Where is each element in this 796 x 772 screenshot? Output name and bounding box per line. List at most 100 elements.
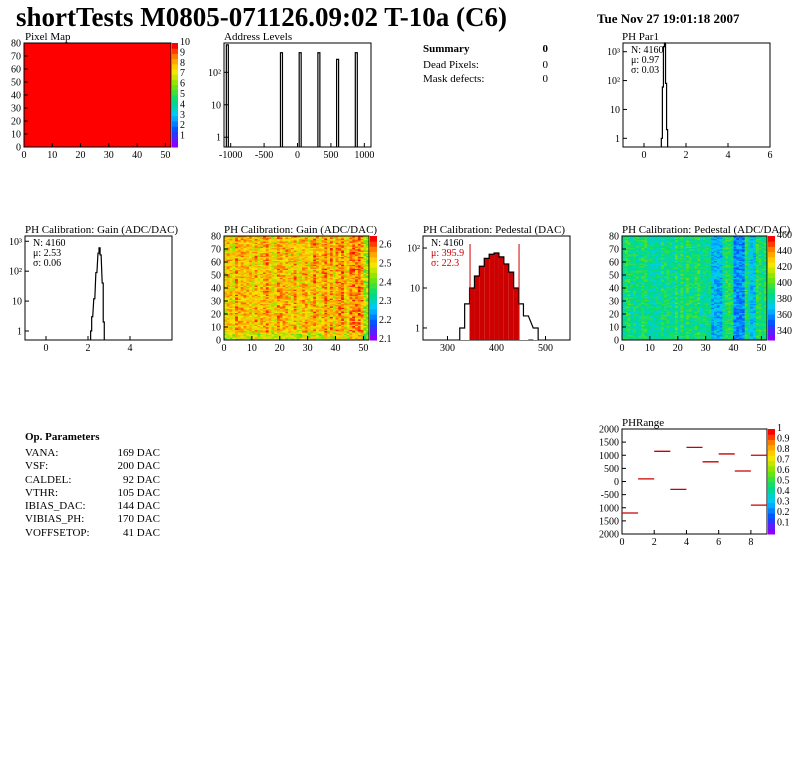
address-peak (298, 52, 302, 147)
colorbar-segment (768, 486, 775, 493)
colorbar-segment (768, 262, 775, 268)
colorbar-segment (172, 141, 178, 148)
colorbar-label: 0.4 (777, 486, 790, 497)
colorbar-segment (768, 277, 775, 284)
y-tick-label: 10² (407, 244, 420, 255)
x-tick-label: 400 (489, 343, 504, 354)
y-tick-label: 1 (216, 133, 221, 144)
timestamp: Tue Nov 27 19:01:18 2007 (597, 11, 740, 26)
x-tick-label: 2 (652, 537, 657, 548)
x-tick-label: 10 (247, 343, 257, 354)
colorbar-segment (370, 267, 377, 273)
colorbar-segment (172, 48, 178, 54)
y-tick-label: 1500 (599, 438, 619, 449)
histogram-bar (484, 258, 490, 340)
y-tick-label: 1 (415, 323, 420, 334)
y-tick-label: 2000 (599, 530, 619, 541)
histogram-bar (498, 256, 504, 340)
x-tick-label: 500 (323, 150, 338, 161)
histogram-bar (533, 327, 539, 340)
colorbar-label: 2 (180, 120, 185, 131)
x-tick-label: 40 (729, 343, 739, 354)
y-tick-label: 40 (11, 91, 21, 102)
address-peak (317, 52, 321, 147)
colorbar-segment (172, 110, 178, 117)
ph-range-title: PHRange (622, 417, 665, 429)
x-tick-label: 300 (440, 343, 455, 354)
y-tick-label: 0 (614, 477, 619, 488)
param-label: CALDEL: (25, 473, 72, 486)
histogram-bar (508, 272, 514, 340)
param-value: 170 DAC (117, 513, 160, 526)
y-tick-label: 1 (615, 134, 620, 145)
y-tick-label: 40 (211, 284, 221, 295)
colorbar-segment (172, 115, 178, 122)
param-label: VOFFSETOP: (25, 526, 90, 539)
colorbar-segment (768, 439, 775, 446)
ph-gain-title: PH Calibration: Gain (ADC/DAC) (25, 224, 179, 236)
colorbar-segment (768, 293, 775, 299)
param-label: VTHR: (25, 486, 58, 499)
x-tick-label: 0 (222, 343, 227, 354)
colorbar-segment (370, 298, 377, 305)
pixel-map-title: Pixel Map (25, 31, 71, 43)
colorbar-segment (768, 334, 775, 341)
colorbar-segment (768, 492, 775, 498)
y-tick-label: 40 (609, 284, 619, 295)
colorbar-label: 0.2 (777, 507, 790, 518)
y-tick-label: 70 (609, 245, 619, 256)
colorbar-segment (768, 308, 775, 315)
y-tick-label: -500 (601, 490, 619, 501)
x-tick-label: -500 (255, 150, 273, 161)
x-tick-label: -1000 (219, 150, 242, 161)
y-tick-label: 10 (410, 284, 420, 295)
colorbar-segment (370, 256, 377, 263)
histogram-outline (660, 42, 669, 147)
histogram-bar (459, 327, 465, 340)
histogram-bar (464, 303, 470, 340)
x-tick-label: 2 (684, 150, 689, 161)
colorbar-segment (370, 236, 377, 242)
param-label: VIBIAS_PH: (25, 513, 85, 526)
colorbar-label: 400 (777, 278, 792, 289)
stat-text: μ: 2.53 (33, 248, 61, 259)
op-parameters-title: Op. Parameters (25, 431, 100, 443)
colorbar-segment (768, 434, 775, 440)
histogram-bar (503, 263, 509, 340)
x-tick-label: 30 (104, 150, 114, 161)
y-tick-label: 20 (11, 117, 21, 128)
colorbar-segment (172, 74, 178, 80)
colorbar-segment (768, 460, 775, 467)
x-tick-label: 8 (748, 537, 753, 548)
y-tick-label: 0 (216, 336, 221, 347)
colorbar-segment (370, 314, 377, 320)
x-tick-label: 0 (22, 150, 27, 161)
colorbar-segment (768, 476, 775, 482)
colorbar-segment (768, 471, 775, 477)
summary-title-value: 0 (542, 43, 549, 55)
address-peak (225, 44, 229, 147)
colorbar-segment (370, 334, 377, 341)
stat-text: μ: 395.9 (431, 248, 464, 259)
colorbar-segment (172, 100, 178, 106)
x-tick-label: 4 (128, 343, 133, 354)
y-tick-label: 70 (211, 245, 221, 256)
histogram-bar (474, 275, 480, 340)
x-tick-label: 2 (86, 343, 91, 354)
y-tick-label: 30 (11, 104, 21, 115)
x-tick-label: 10 (645, 343, 655, 354)
colorbar-segment (768, 256, 775, 263)
y-tick-label: 10³ (9, 237, 22, 248)
colorbar-segment (768, 314, 775, 320)
y-tick-label: 60 (609, 258, 619, 269)
colorbar-label: 2.2 (379, 315, 392, 326)
colorbar-segment (370, 251, 377, 258)
ph-range-frame (621, 428, 768, 535)
param-value: 105 DAC (117, 486, 160, 499)
param-label: VANA: (25, 447, 59, 459)
colorbar-segment (370, 324, 377, 331)
colorbar-label: 360 (777, 310, 792, 321)
colorbar-label: 9 (180, 47, 185, 58)
x-tick-label: 30 (701, 343, 711, 354)
